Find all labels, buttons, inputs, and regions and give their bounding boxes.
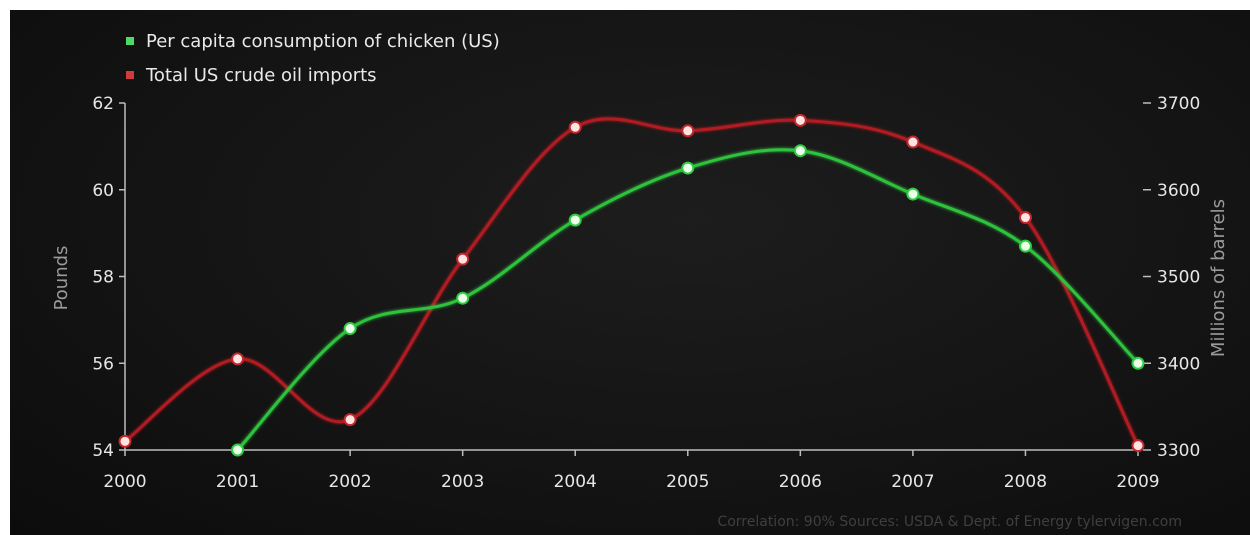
left-y-axis-title: Pounds xyxy=(51,246,72,311)
legend-label-chicken: Per capita consumption of chicken (US) xyxy=(146,31,500,52)
x-tick-label: 2003 xyxy=(441,472,484,492)
chart-panel: Per capita consumption of chicken (US) T… xyxy=(10,10,1250,535)
right-y-tick-label: 3300 xyxy=(1157,441,1200,461)
x-tick-label: 2007 xyxy=(891,472,934,492)
left-y-tick-label: 60 xyxy=(92,181,114,201)
legend-swatch-oil xyxy=(126,71,134,79)
x-tick-label: 2008 xyxy=(1004,472,1047,492)
data-point-oil xyxy=(118,434,132,448)
series-lines xyxy=(123,117,1140,452)
right-y-axis-title: Millions of barrels xyxy=(1208,199,1229,357)
right-y-tick-label: 3500 xyxy=(1157,268,1200,288)
x-tick-label: 2000 xyxy=(103,472,146,492)
dual-axis-line-chart: Per capita consumption of chicken (US) T… xyxy=(51,31,1229,530)
left-y-tick-label: 56 xyxy=(92,354,114,374)
axis-ticks: 54 56 58 60 62 3300 3400 3500 3600 3700 2000 2001 20… xyxy=(92,94,1200,492)
x-tick-label: 2001 xyxy=(216,472,259,492)
chart-footer: Correlation: 90% Sources: USDA & Dept. o… xyxy=(717,514,1182,530)
data-point-oil xyxy=(906,135,920,149)
data-point-chicken xyxy=(456,291,470,305)
data-point-oil xyxy=(231,352,245,366)
x-tick-label: 2002 xyxy=(328,472,371,492)
data-point-oil xyxy=(1018,211,1032,225)
data-point-oil xyxy=(1131,439,1145,453)
left-y-tick-label: 54 xyxy=(92,441,114,461)
series-line-oil xyxy=(123,117,1140,448)
data-point-oil xyxy=(456,252,470,266)
data-point-chicken xyxy=(793,144,807,158)
series-line-chicken xyxy=(236,148,1140,452)
right-y-tick-label: 3400 xyxy=(1157,354,1200,374)
data-point-oil xyxy=(681,124,695,138)
legend-swatch-chicken xyxy=(126,37,134,45)
x-tick-label: 2009 xyxy=(1116,472,1159,492)
right-y-tick-label: 3700 xyxy=(1157,94,1200,114)
x-tick-label: 2004 xyxy=(554,472,597,492)
data-point-oil xyxy=(343,413,357,427)
legend: Per capita consumption of chicken (US) T… xyxy=(126,31,500,86)
data-point-chicken xyxy=(568,213,582,227)
right-y-tick-label: 3600 xyxy=(1157,181,1200,201)
data-point-chicken xyxy=(906,187,920,201)
series-points xyxy=(118,113,1145,457)
data-point-oil xyxy=(568,120,582,134)
legend-label-oil: Total US crude oil imports xyxy=(145,65,377,86)
data-point-chicken xyxy=(681,161,695,175)
x-tick-label: 2006 xyxy=(779,472,822,492)
data-point-chicken xyxy=(343,322,357,336)
data-point-chicken xyxy=(1131,356,1145,370)
left-y-tick-label: 62 xyxy=(92,94,114,114)
data-point-chicken xyxy=(1018,239,1032,253)
data-point-chicken xyxy=(231,443,245,457)
data-point-oil xyxy=(793,113,807,127)
left-y-tick-label: 58 xyxy=(92,268,114,288)
x-tick-label: 2005 xyxy=(666,472,709,492)
